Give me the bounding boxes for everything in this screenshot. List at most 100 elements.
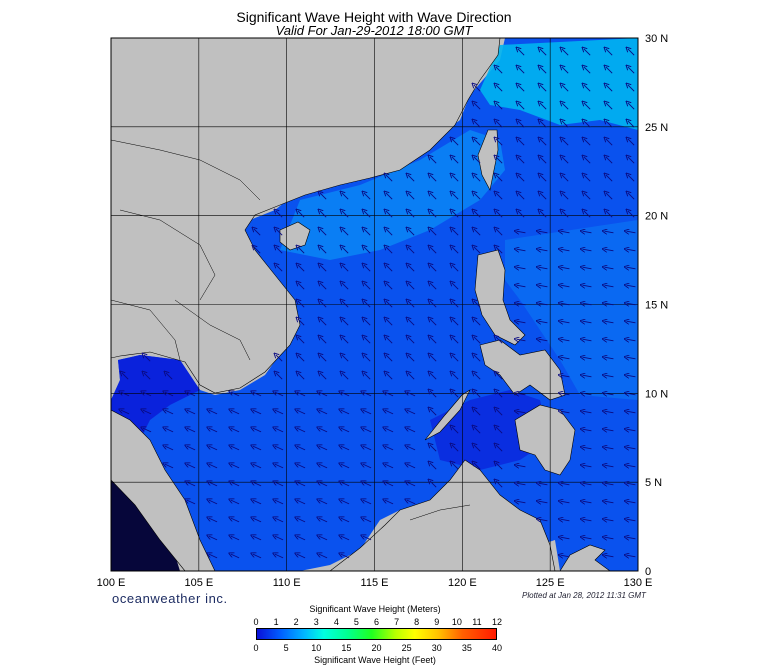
wave-arrow xyxy=(408,301,415,308)
wave-arrow xyxy=(386,193,393,200)
wave-arrow xyxy=(253,410,262,415)
wave-arrow xyxy=(297,464,306,469)
wave-arrow xyxy=(298,355,305,362)
wave-arrow xyxy=(275,392,284,397)
wave-arrow xyxy=(474,301,481,308)
wave-arrow xyxy=(583,303,592,305)
wave-arrow xyxy=(606,49,613,56)
wave-arrow xyxy=(627,267,636,269)
wave-arrow xyxy=(496,139,503,146)
y-tick-label: 30 N xyxy=(645,33,668,45)
wave-arrow xyxy=(209,518,218,523)
wave-arrow xyxy=(297,392,306,397)
wave-arrow xyxy=(452,463,459,470)
wave-arrow xyxy=(474,319,481,326)
wave-arrow xyxy=(561,249,570,251)
wave-arrow xyxy=(276,355,283,362)
wave-arrow xyxy=(320,265,327,272)
wave-arrow xyxy=(297,410,306,415)
wave-arrow xyxy=(583,447,592,449)
y-tick-label: 10 N xyxy=(645,388,668,400)
y-tick-label: 5 N xyxy=(645,477,662,489)
wave-arrow xyxy=(430,409,437,416)
wave-arrow xyxy=(627,555,636,557)
wave-arrow xyxy=(408,193,415,200)
wave-arrow xyxy=(517,339,526,341)
wave-arrow xyxy=(408,355,415,362)
wave-arrow xyxy=(342,355,349,362)
wave-arrow xyxy=(187,500,196,505)
wave-arrow xyxy=(518,139,525,146)
wave-arrow xyxy=(605,537,614,539)
wave-arrow xyxy=(297,428,306,433)
wave-arrow xyxy=(517,267,526,269)
wave-arrow xyxy=(606,211,613,218)
colorbar-tick-label: 1 xyxy=(273,617,279,627)
colorbar-tick-label: 7 xyxy=(394,617,400,627)
wave-arrow xyxy=(606,193,613,200)
wave-arrow xyxy=(363,410,372,415)
wave-arrow xyxy=(605,555,614,557)
colorbar-tick-label: 8 xyxy=(414,617,420,627)
wave-arrow xyxy=(627,465,636,467)
wave-arrow xyxy=(496,175,503,182)
wave-arrow xyxy=(627,303,636,305)
wave-arrow xyxy=(539,519,548,521)
wave-arrow xyxy=(628,211,635,218)
wave-arrow xyxy=(276,211,283,218)
wave-arrow xyxy=(231,482,240,487)
wave-arrow xyxy=(298,337,305,344)
wave-arrow xyxy=(342,193,349,200)
wave-arrow xyxy=(320,301,327,308)
wave-arrow xyxy=(275,554,284,559)
y-tick-label: 0 xyxy=(645,566,651,578)
wave-arrow xyxy=(583,321,592,323)
wave-arrow xyxy=(209,428,218,433)
y-tick-label: 20 N xyxy=(645,211,668,223)
wave-arrow xyxy=(474,157,481,164)
wave-arrow xyxy=(584,211,591,218)
wave-arrow xyxy=(165,392,174,397)
wave-arrow xyxy=(562,157,569,164)
wave-arrow xyxy=(583,519,592,521)
wave-arrow xyxy=(518,121,525,128)
wave-arrow xyxy=(320,193,327,200)
country-borders xyxy=(111,139,471,521)
wave-arrow xyxy=(628,67,635,74)
wave-arrow xyxy=(540,211,547,218)
wave-arrow xyxy=(517,303,526,305)
wave-arrow xyxy=(276,247,283,254)
wave-arrow xyxy=(627,501,636,503)
colorbar-tick-label: 40 xyxy=(491,643,503,653)
wave-arrow xyxy=(363,392,372,397)
wave-arrow xyxy=(605,321,614,323)
wave-arrow xyxy=(386,283,393,290)
wave-arrow xyxy=(452,175,459,182)
colorbar-tick-label: 5 xyxy=(353,617,359,627)
colorbar-tick-label: 9 xyxy=(434,617,440,627)
wave-arrow xyxy=(276,229,283,236)
wave-arrow xyxy=(539,231,548,233)
wave-arrow xyxy=(430,193,437,200)
wave-arrow xyxy=(583,393,592,395)
wave-arrow xyxy=(518,85,525,92)
wave-arrow xyxy=(364,283,371,290)
colorbar-tick-label: 25 xyxy=(401,643,412,653)
wave-arrow xyxy=(319,428,328,433)
wave-arrow xyxy=(452,337,459,344)
wave-arrow xyxy=(187,392,196,397)
wave-arrow xyxy=(254,229,261,236)
wave-arrow xyxy=(452,247,459,254)
wave-arrow xyxy=(407,410,416,415)
wave-arrow xyxy=(341,464,350,469)
wave-arrow xyxy=(474,85,481,92)
wave-arrow xyxy=(583,465,592,467)
wave-arrow xyxy=(452,193,459,200)
wave-arrow xyxy=(561,393,570,395)
wave-arrow xyxy=(342,265,349,272)
wave-arrow xyxy=(539,483,548,485)
wave-arrow xyxy=(583,339,592,341)
wave-arrow xyxy=(231,554,240,559)
wave-arrow xyxy=(605,465,614,467)
wave-arrow xyxy=(407,392,416,397)
